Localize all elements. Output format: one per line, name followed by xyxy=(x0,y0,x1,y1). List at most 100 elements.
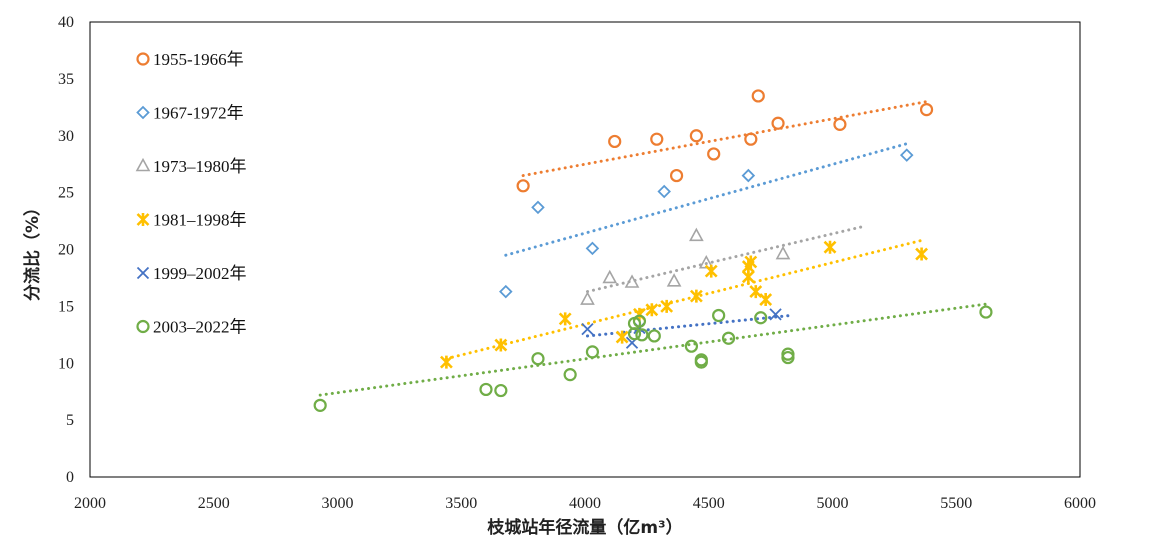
data-point-series-1-1 xyxy=(516,179,530,193)
trendline-series-2 xyxy=(504,142,909,257)
data-point-series-1-3 xyxy=(650,132,664,146)
data-point-series-4-6 xyxy=(645,303,659,317)
data-point-series-6-4 xyxy=(531,352,545,366)
data-point-series-6-5 xyxy=(563,368,577,382)
y-tick-label: 30 xyxy=(58,128,74,145)
data-point-series-6-10 xyxy=(635,328,649,342)
data-point-series-3-1 xyxy=(580,291,595,305)
x-tick-label: 6000 xyxy=(1064,495,1096,512)
data-point-series-6-3 xyxy=(494,383,508,398)
legend-item-6: 2003–2022年 xyxy=(136,318,247,337)
x-axis-title: 枝城站年径流量（亿m³） xyxy=(487,517,682,538)
data-point-series-4-15 xyxy=(823,240,837,254)
data-point-series-4-8 xyxy=(689,289,703,303)
legend-marker-4 xyxy=(136,213,150,226)
trendline-series-6 xyxy=(318,302,988,397)
data-point-series-6-6 xyxy=(585,345,600,359)
data-point-series-6-2 xyxy=(479,382,493,397)
y-tick-label: 25 xyxy=(58,185,74,202)
x-axis-ticks: 2000 2500 3000 3500 4000 4500 5000 5500 6000 xyxy=(74,495,1096,512)
x-tick-label: 2500 xyxy=(198,495,230,512)
data-point-series-4-7 xyxy=(660,299,674,313)
legend: 1955-1966年 1967-1972年 1973–1980年 1981–1998年… xyxy=(135,50,247,337)
x-tick-label: 3500 xyxy=(445,495,477,512)
legend-marker-5 xyxy=(136,266,150,280)
data-point-series-4-4 xyxy=(615,330,629,344)
data-point-series-6-12 xyxy=(684,339,699,353)
data-point-series-4-9 xyxy=(704,264,718,278)
data-point-series-3-3 xyxy=(624,274,640,288)
data-point-series-2-4 xyxy=(657,184,671,199)
data-point-series-3-5 xyxy=(689,227,704,242)
plot-area xyxy=(89,21,1081,478)
data-point-series-6-20 xyxy=(979,305,993,319)
data-point-series-1-9 xyxy=(771,116,785,130)
y-axis-ticks: 0 5 10 15 20 25 30 35 40 xyxy=(58,14,74,486)
y-tick-label: 20 xyxy=(58,242,74,259)
data-point-series-2-3 xyxy=(585,241,600,256)
x-tick-label: 3000 xyxy=(322,495,354,512)
legend-marker-2 xyxy=(136,105,150,120)
data-point-series-4-14 xyxy=(759,293,773,307)
data-point-series-1-2 xyxy=(608,134,622,149)
legend-label-4: 1981–1998年 xyxy=(153,211,247,230)
data-point-series-4-16 xyxy=(915,247,929,261)
legend-label-6: 2003–2022年 xyxy=(153,318,247,337)
data-point-series-6-15 xyxy=(712,308,726,323)
legend-item-1: 1955-1966年 xyxy=(136,50,244,69)
data-point-series-2-1 xyxy=(499,284,513,299)
data-point-series-1-8 xyxy=(751,89,765,103)
legend-item-3: 1973–1980年 xyxy=(135,157,247,176)
x-tick-label: 4500 xyxy=(693,495,725,512)
data-point-series-2-2 xyxy=(531,200,545,215)
data-point-series-4-1 xyxy=(439,355,453,369)
data-point-series-1-7 xyxy=(744,132,758,146)
y-tick-label: 5 xyxy=(66,412,74,429)
x-tick-label: 5500 xyxy=(940,495,972,512)
legend-label-3: 1973–1980年 xyxy=(153,157,247,176)
data-point-series-4-13 xyxy=(749,285,763,299)
data-point-series-4-2 xyxy=(494,338,508,352)
data-point-series-1-10 xyxy=(833,117,847,131)
trendline-series-4 xyxy=(444,238,924,361)
legend-marker-6 xyxy=(136,319,150,334)
data-point-series-4-3 xyxy=(558,312,572,326)
legend-label-5: 1999–2002年 xyxy=(153,264,247,283)
data-point-series-1-11 xyxy=(919,102,934,117)
data-point-series-6-1 xyxy=(313,398,327,412)
y-tick-label: 35 xyxy=(58,71,74,88)
data-point-series-6-16 xyxy=(721,331,736,345)
legend-marker-1 xyxy=(136,52,150,66)
y-tick-label: 0 xyxy=(66,469,74,486)
y-tick-label: 10 xyxy=(58,355,74,372)
data-point-series-1-6 xyxy=(707,147,721,161)
data-point-series-2-6 xyxy=(899,148,914,162)
data-point-series-3-7 xyxy=(775,245,791,260)
data-point-series-3-2 xyxy=(602,269,618,284)
data-point-series-6-19 xyxy=(781,347,795,361)
trendline-series-3 xyxy=(585,225,864,294)
data-point-series-6-17 xyxy=(754,311,768,325)
x-tick-label: 5000 xyxy=(817,495,849,512)
legend-marker-3 xyxy=(135,157,151,172)
data-point-series-2-5 xyxy=(741,168,756,183)
data-point-series-5-1 xyxy=(581,322,594,336)
legend-label-1: 1955-1966年 xyxy=(153,50,244,69)
data-point-series-1-4 xyxy=(669,168,684,183)
x-tick-label: 2000 xyxy=(74,495,106,512)
y-tick-label: 15 xyxy=(58,298,74,315)
data-point-series-1-5 xyxy=(689,129,703,143)
legend-item-4: 1981–1998年 xyxy=(136,211,247,230)
legend-item-5: 1999–2002年 xyxy=(136,264,247,283)
legend-label-2: 1967-1972年 xyxy=(153,104,244,123)
y-axis-title: 分流比（%） xyxy=(22,199,43,301)
data-point-series-3-4 xyxy=(666,273,682,287)
data-point-series-4-12 xyxy=(744,255,758,269)
trendline-series-5 xyxy=(585,313,792,338)
trendlines xyxy=(318,100,988,397)
x-tick-label: 4000 xyxy=(569,495,601,512)
data-point-series-5-4 xyxy=(769,308,782,321)
legend-item-2: 1967-1972年 xyxy=(136,104,244,123)
data-point-series-6-14 xyxy=(694,353,708,367)
